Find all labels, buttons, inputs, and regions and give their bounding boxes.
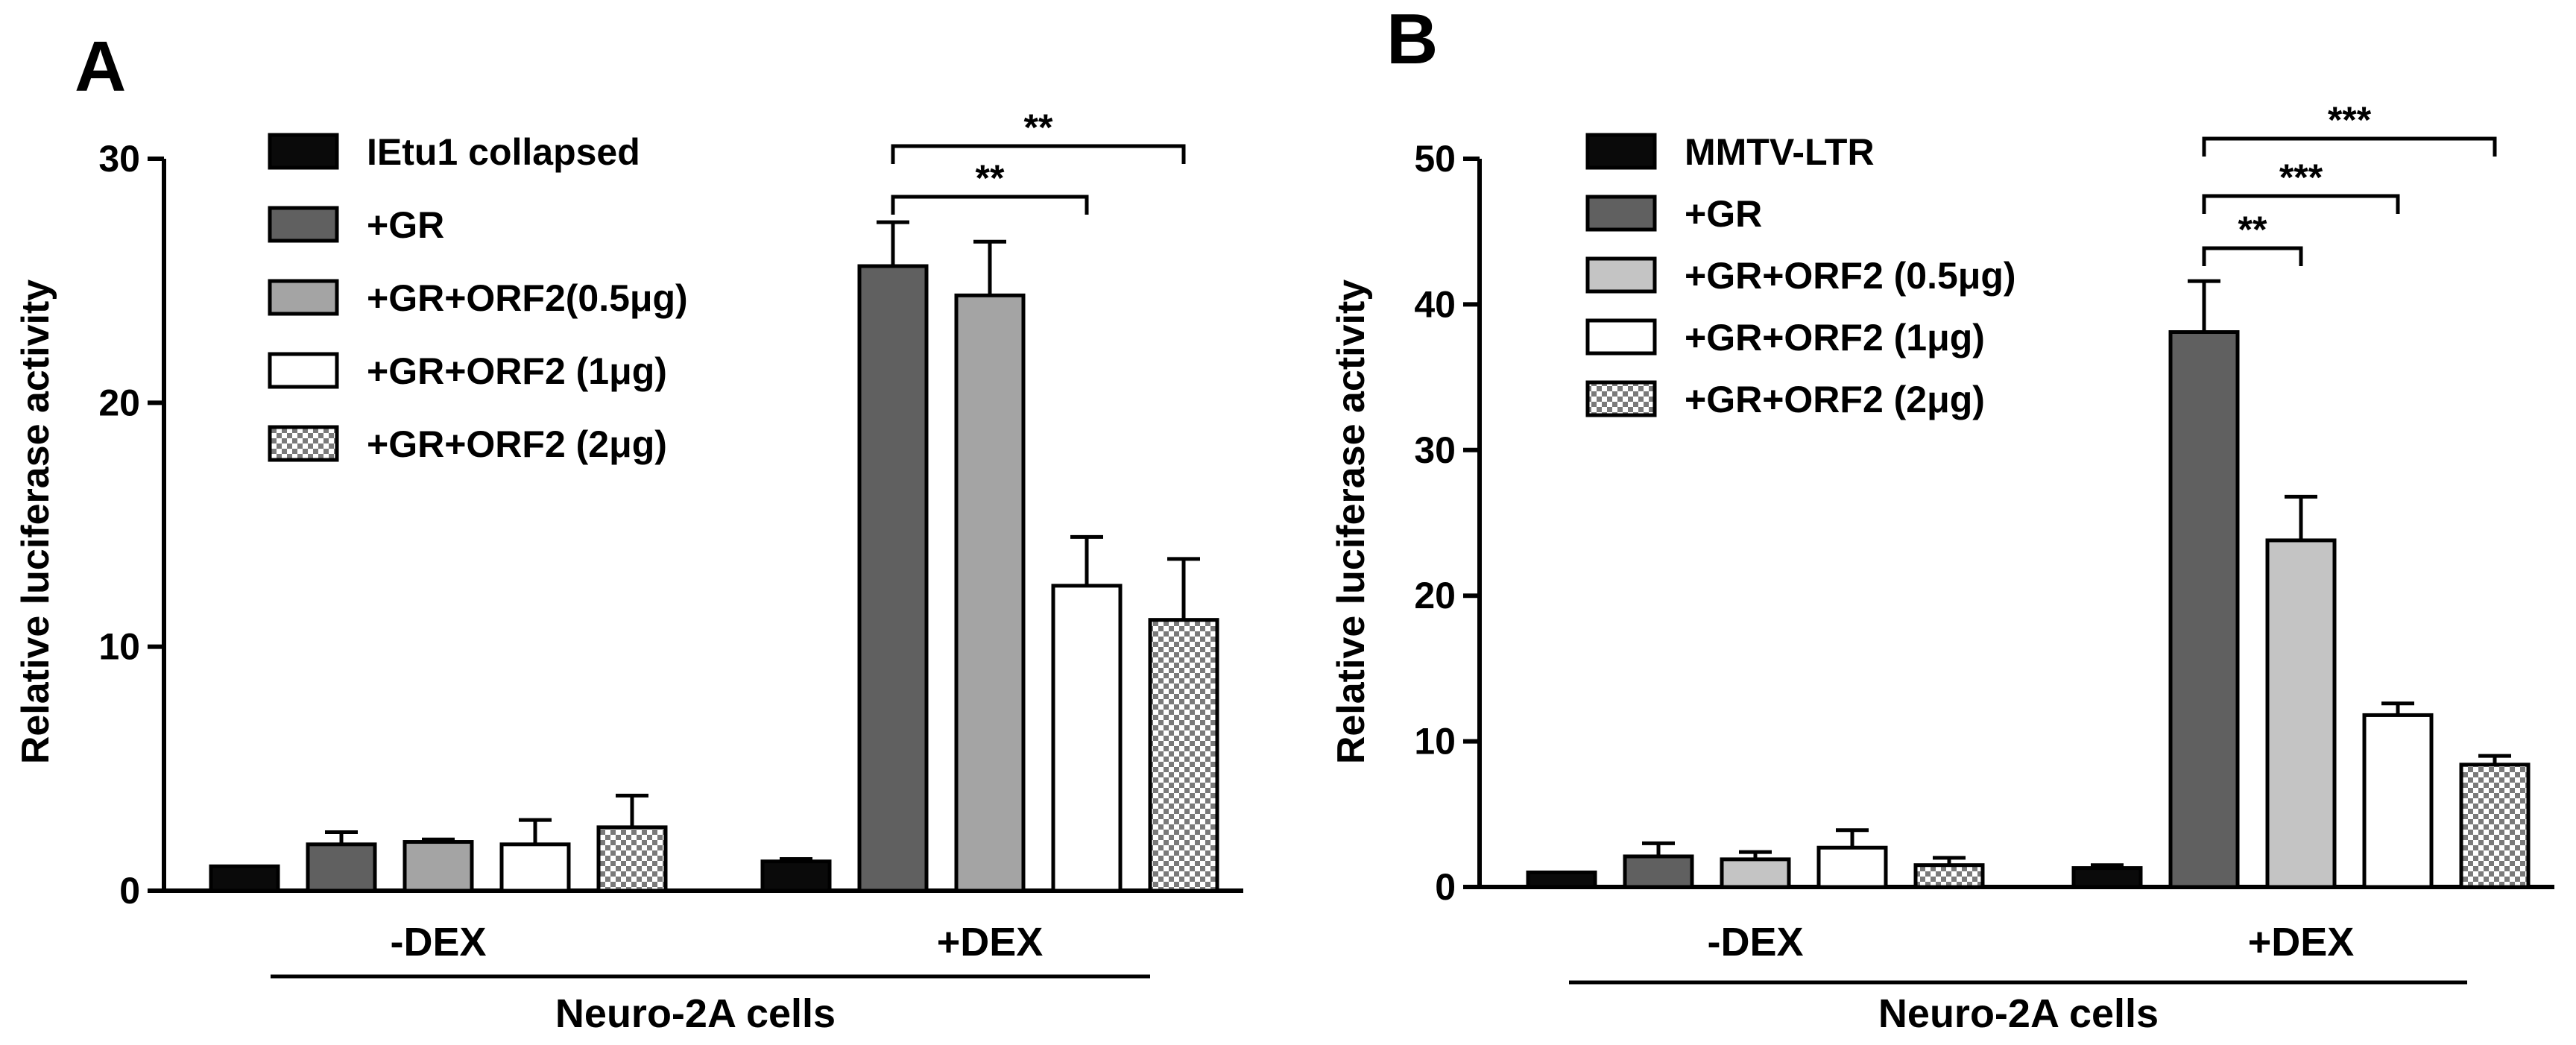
legend-swatch <box>268 206 339 243</box>
bar <box>499 842 571 893</box>
bar <box>2265 538 2337 889</box>
y-tick-label: 10 <box>98 626 140 668</box>
bar <box>2459 763 2531 889</box>
significance-bracket <box>2202 136 2497 157</box>
y-axis-label-a: Relative luciferase activity <box>14 280 57 764</box>
bar <box>402 840 474 893</box>
legend-swatch <box>1585 380 1657 417</box>
significance-label: ** <box>2238 209 2267 250</box>
y-tick-label: 30 <box>1414 429 1456 471</box>
y-tick-label: 40 <box>1414 283 1456 325</box>
bar <box>2168 330 2240 889</box>
legend-swatch <box>268 279 339 316</box>
legend-entry: +GR <box>1685 193 1762 235</box>
significance-label: *** <box>2328 99 2372 141</box>
legend-entry: MMTV-LTR <box>1685 131 1875 173</box>
plot-area-a: 0 10 20 30 -DEX +DEX ** ** IEtu1 collapsed +GR +GR… <box>98 107 1243 979</box>
category-label: -DEX <box>1707 920 1803 965</box>
legend-entry: +GR+ORF2(0.5μg) <box>367 277 688 319</box>
bar <box>1816 845 1888 889</box>
legend-swatch <box>1585 256 1657 294</box>
bar <box>2071 866 2143 889</box>
legend-swatch <box>268 133 339 170</box>
bar <box>2362 713 2434 889</box>
bar <box>954 293 1026 893</box>
y-tick-label: 10 <box>1414 721 1456 763</box>
y-tick-label: 30 <box>98 138 140 180</box>
x-axis-label-a: Neuro-2A cells <box>555 991 836 1036</box>
bar <box>209 864 280 893</box>
significance-label: ** <box>1024 107 1053 148</box>
bar <box>306 842 377 893</box>
y-axis-label-b: Relative luciferase activity <box>1330 280 1373 764</box>
y-tick-label: 0 <box>119 870 140 912</box>
y-tick-label: 20 <box>98 382 140 423</box>
significance-bracket <box>891 195 1089 215</box>
significance-bracket <box>891 144 1186 164</box>
bar <box>1720 857 1791 889</box>
legend-entry: +GR+ORF2 (1μg) <box>1685 317 1985 359</box>
legend: MMTV-LTR +GR +GR+ORF2 (0.5μg) +GR+ORF2 (1μg… <box>1585 131 2016 420</box>
legend-swatch <box>268 352 339 389</box>
y-tick-label: 50 <box>1414 138 1456 180</box>
panel-label-a: A <box>75 27 126 107</box>
bar <box>596 825 668 893</box>
significance-bracket <box>2202 246 2303 266</box>
legend-swatch <box>1585 318 1657 356</box>
legend-entry: +GR+ORF2 (1μg) <box>367 350 667 392</box>
legend-entry: IEtu1 collapsed <box>367 131 640 173</box>
category-label: +DEX <box>937 920 1044 965</box>
y-tick-label: 20 <box>1414 575 1456 616</box>
bar <box>1623 854 1694 889</box>
legend-entry: +GR+ORF2 (0.5μg) <box>1685 255 2016 297</box>
legend: IEtu1 collapsed +GR +GR+ORF2(0.5μg) +GR+ORF… <box>268 131 688 465</box>
x-axis-label-b: Neuro-2A cells <box>1878 991 2159 1036</box>
category-label: +DEX <box>2248 920 2355 965</box>
bar <box>1148 618 1219 893</box>
panel-a: A Relative luciferase activity Neuro-2A … <box>14 27 1243 1036</box>
category-label: -DEX <box>390 920 486 965</box>
panel-b: B Relative luciferase activity Neuro-2A … <box>1330 0 2554 1036</box>
bar <box>1913 863 1985 889</box>
y-tick-label: 0 <box>1435 866 1456 908</box>
legend-entry: +GR+ORF2 (2μg) <box>1685 379 1985 420</box>
bar <box>1526 870 1597 889</box>
legend-swatch <box>1585 133 1657 170</box>
significance-label: ** <box>976 157 1005 199</box>
panel-label-b: B <box>1386 0 1438 79</box>
legend-swatch <box>268 425 339 462</box>
legend-entry: +GR <box>367 204 444 246</box>
bar <box>760 859 832 893</box>
legend-entry: +GR+ORF2 (2μg) <box>367 423 667 465</box>
significance-bracket <box>2202 194 2400 214</box>
significance-label: *** <box>2279 157 2323 198</box>
bar <box>1051 584 1123 893</box>
bar <box>857 264 929 893</box>
legend-swatch <box>1585 195 1657 232</box>
